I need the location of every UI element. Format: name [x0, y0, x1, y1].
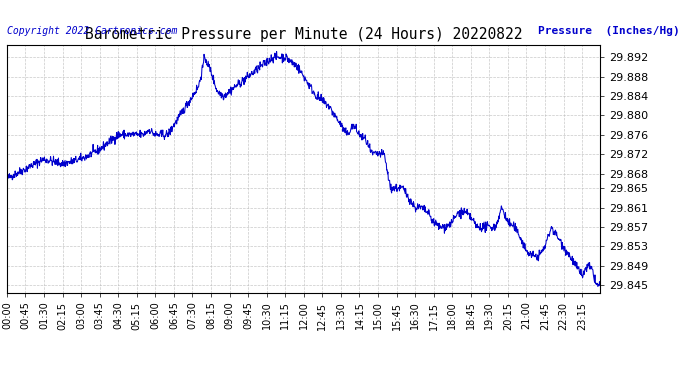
Title: Barometric Pressure per Minute (24 Hours) 20220822: Barometric Pressure per Minute (24 Hours… — [85, 27, 522, 42]
Text: Copyright 2022 Cartronics.com: Copyright 2022 Cartronics.com — [7, 26, 177, 36]
Text: Pressure  (Inches/Hg): Pressure (Inches/Hg) — [538, 26, 680, 36]
